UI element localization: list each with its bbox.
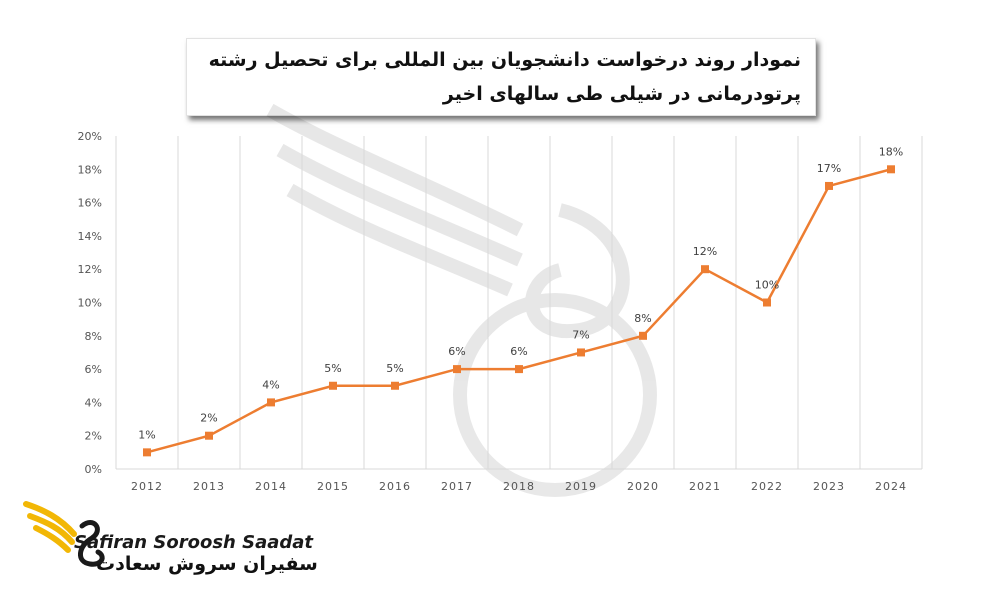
y-axis-ticks: 0% 2% 4% 6% 8% 10% 12% 14% 16% 18% 20%: [78, 130, 102, 476]
y-tick-label: 0%: [85, 463, 102, 476]
x-tick-label: 2018: [503, 480, 535, 493]
chart-title-line-1: نمودار روند درخواست دانشجویان بین المللی…: [208, 49, 801, 71]
x-tick-label: 2013: [193, 480, 225, 493]
data-label: 2%: [200, 412, 217, 425]
data-labels: 1% 2% 4% 5% 5% 6% 6% 7% 8% 12% 10% 17% 18%: [138, 145, 903, 441]
logo-text-fa: سفیران سروش سعادت: [96, 553, 318, 575]
x-tick-label: 2019: [565, 480, 597, 493]
data-label: 8%: [634, 312, 651, 325]
data-label: 18%: [879, 145, 903, 158]
x-tick-label: 2024: [875, 480, 907, 493]
series-markers: [143, 165, 895, 457]
x-tick-label: 2023: [813, 480, 845, 493]
data-label: 17%: [817, 162, 841, 175]
y-tick-label: 2%: [85, 430, 102, 443]
logo-wing-icon: [23, 501, 105, 567]
logo-text-en: Safiran Soroosh Saadat: [74, 532, 314, 553]
y-tick-label: 14%: [78, 230, 102, 243]
data-point: [329, 381, 337, 390]
y-tick-label: 10%: [78, 297, 102, 310]
y-tick-label: 12%: [78, 263, 102, 276]
data-point: [515, 365, 523, 374]
x-tick-label: 2017: [441, 480, 473, 493]
data-point: [887, 165, 895, 174]
watermark-logo: [266, 103, 657, 497]
data-point: [701, 265, 709, 274]
data-point: [577, 348, 585, 357]
x-tick-label: 2020: [627, 480, 659, 493]
data-point: [205, 431, 213, 440]
data-point: [763, 298, 771, 307]
y-tick-label: 20%: [78, 130, 102, 143]
y-tick-label: 6%: [85, 363, 102, 376]
data-label: 1%: [138, 428, 155, 441]
data-label: 7%: [572, 328, 589, 341]
y-tick-label: 16%: [78, 197, 102, 210]
data-point: [143, 448, 151, 457]
chart-title: نمودار روند درخواست دانشجویان بین المللی…: [186, 38, 816, 116]
x-tick-label: 2022: [751, 480, 783, 493]
chart-title-line-2: پرتودرمانی در شیلی طی سالهای اخیر: [442, 83, 801, 105]
data-point: [391, 381, 399, 390]
data-label: 5%: [324, 362, 341, 375]
data-label: 5%: [386, 362, 403, 375]
gridlines: [115, 136, 923, 470]
x-tick-label: 2021: [689, 480, 721, 493]
x-tick-label: 2014: [255, 480, 287, 493]
x-tick-label: 2015: [317, 480, 349, 493]
data-label: 6%: [510, 345, 527, 358]
data-point: [267, 398, 275, 407]
data-point: [825, 181, 833, 190]
y-tick-label: 4%: [85, 396, 102, 409]
x-axis-ticks: 2012 2013 2014 2015 2016 2017 2018 2019 2020 2021…: [131, 480, 907, 493]
y-tick-label: 8%: [85, 330, 102, 343]
data-point: [639, 331, 647, 340]
data-label: 4%: [262, 378, 279, 391]
data-label: 12%: [693, 245, 717, 258]
y-tick-label: 18%: [78, 163, 102, 176]
x-tick-label: 2016: [379, 480, 411, 493]
data-point: [453, 365, 461, 374]
data-label: 10%: [755, 279, 779, 292]
data-label: 6%: [448, 345, 465, 358]
x-tick-label: 2012: [131, 480, 163, 493]
